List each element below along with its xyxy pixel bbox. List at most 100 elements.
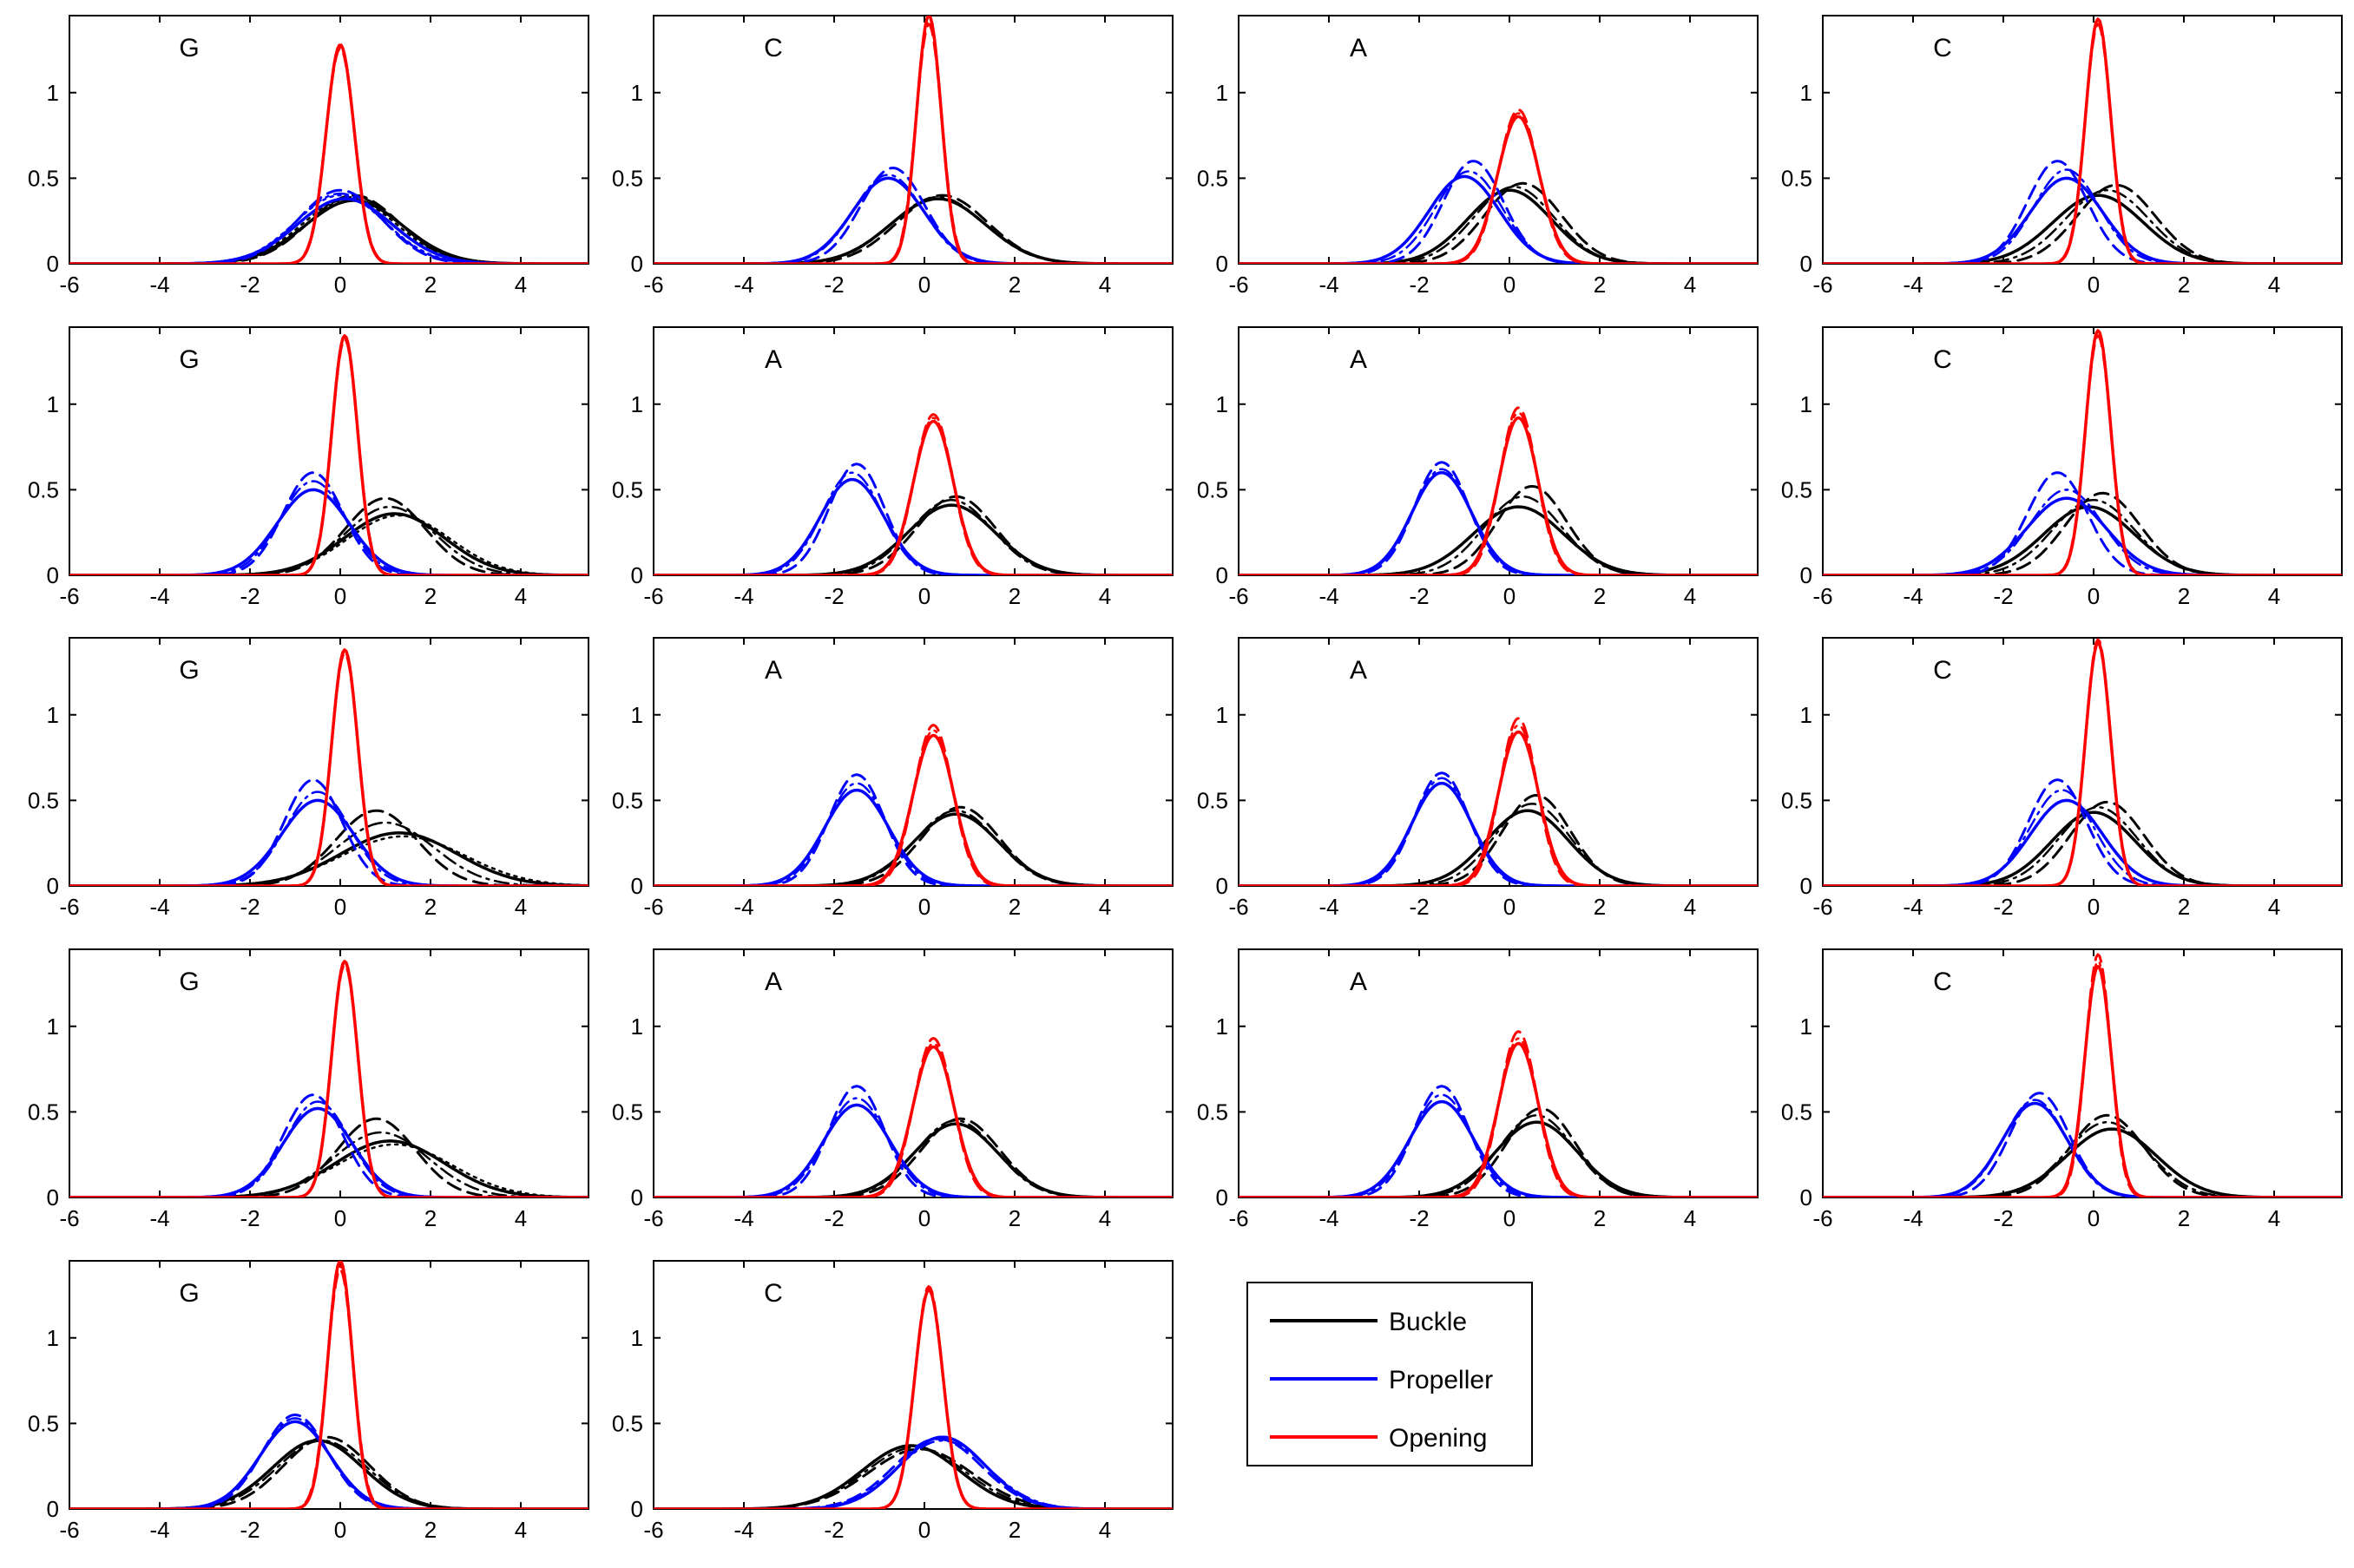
propeller-curve <box>69 192 588 264</box>
opening-curve <box>1823 331 2342 575</box>
x-tick-label: -6 <box>1812 583 1832 609</box>
x-tick-label: -2 <box>1409 583 1429 609</box>
axes-frame <box>1238 15 1759 265</box>
opening-curve <box>1823 19 2342 264</box>
x-tick-label: -4 <box>1318 583 1338 609</box>
legend-label: Propeller <box>1389 1366 1493 1394</box>
x-tick-label: -4 <box>1318 272 1338 298</box>
buckle-curve <box>69 1435 588 1509</box>
buckle-curve <box>1239 181 1758 264</box>
x-tick-label: 4 <box>1099 894 1111 920</box>
panel: -6 -4 -2 0 2 4 0 0.5 1 C <box>612 15 1174 298</box>
legend: Buckle Propeller Opening <box>1246 1282 1533 1466</box>
panel-label: C <box>1933 34 1952 62</box>
propeller-curve <box>69 1106 588 1197</box>
curves <box>1823 17 2342 264</box>
x-tick-label: 0 <box>2088 272 2100 298</box>
x-tick-label: -2 <box>1409 1205 1429 1231</box>
x-tick-label: -4 <box>1318 894 1338 920</box>
y-tick-label: 0 <box>1216 251 1228 277</box>
x-tick-label: -4 <box>1903 272 1923 298</box>
panel-label: G <box>179 34 199 62</box>
x-tick-label: -4 <box>1318 1205 1338 1231</box>
curves <box>1823 329 2342 575</box>
x-tick-label: -4 <box>733 272 753 298</box>
propeller-curve <box>69 480 588 575</box>
legend-label: Buckle <box>1389 1308 1467 1336</box>
y-tick-label: 0.5 <box>28 476 59 502</box>
x-tick-label: 4 <box>515 1517 527 1543</box>
propeller-curve <box>1239 160 1758 264</box>
panel-label: A <box>1350 34 1367 62</box>
propeller-curve <box>1239 1085 1758 1197</box>
x-tick-label: -2 <box>1993 583 2013 609</box>
panel: -6 -4 -2 0 2 4 0 0.5 1 G <box>28 1260 589 1543</box>
opening-curve <box>654 1042 1173 1197</box>
propeller-curve <box>1823 798 2342 886</box>
y-tick-label: 0 <box>47 1184 59 1210</box>
opening-curve <box>654 729 1173 886</box>
x-tick-label: 4 <box>1684 1205 1696 1231</box>
x-tick-label: 0 <box>334 1205 346 1231</box>
panel: -6 -4 -2 0 2 4 0 0.5 1 C <box>1781 326 2343 609</box>
x-tick-label: -6 <box>59 272 79 298</box>
x-tick-label: 2 <box>1594 894 1606 920</box>
propeller-curve <box>654 167 1173 264</box>
x-tick-label: -6 <box>1812 272 1832 298</box>
x-tick-label: -2 <box>240 583 260 609</box>
panel: -6 -4 -2 0 2 4 0 0.5 1 A <box>612 637 1174 920</box>
x-tick-label: -4 <box>733 1205 753 1231</box>
propeller-curve <box>654 773 1173 886</box>
curves <box>654 1037 1173 1197</box>
x-tick-label: -2 <box>1409 894 1429 920</box>
axes-frame <box>1238 326 1759 576</box>
panel: -6 -4 -2 0 2 4 0 0.5 1 G <box>28 326 589 609</box>
x-tick-label: -6 <box>59 1517 79 1543</box>
y-tick-label: 0.5 <box>1197 165 1228 191</box>
propeller-curve <box>1823 471 2342 575</box>
panel: -6 -4 -2 0 2 4 0 0.5 1 C <box>1781 637 2343 920</box>
buckle-curve <box>69 831 588 886</box>
x-tick-label: 4 <box>1684 583 1696 609</box>
y-tick-label: 0.5 <box>1781 476 1812 502</box>
opening-curve <box>654 417 1173 575</box>
curves <box>1823 953 2342 1197</box>
y-tick-label: 0 <box>1800 562 1812 588</box>
y-tick-label: 0.5 <box>1781 1099 1812 1125</box>
x-tick-label: 0 <box>334 894 346 920</box>
x-tick-label: 2 <box>424 1517 437 1543</box>
curves <box>1239 406 1758 575</box>
axes-frame <box>1238 637 1759 887</box>
x-tick-label: -4 <box>149 894 169 920</box>
y-tick-label: 0 <box>631 562 643 588</box>
x-tick-label: -2 <box>240 894 260 920</box>
y-tick-label: 0 <box>1800 873 1812 899</box>
x-tick-label: 4 <box>1684 894 1696 920</box>
x-tick-label: 2 <box>1594 583 1606 609</box>
propeller-curve <box>1823 176 2342 264</box>
buckle-curve <box>69 514 588 575</box>
x-tick-label: -6 <box>1228 1205 1248 1231</box>
panel-label: G <box>179 1279 199 1308</box>
x-tick-label: -2 <box>824 1517 844 1543</box>
y-tick-label: 1 <box>1216 702 1228 728</box>
x-tick-label: 0 <box>918 272 930 298</box>
curves <box>1239 1030 1758 1197</box>
y-tick-label: 0.5 <box>28 1099 59 1125</box>
buckle-curve <box>69 1131 588 1197</box>
x-tick-label: 0 <box>1503 894 1516 920</box>
propeller-curve <box>1823 1092 2342 1197</box>
curves <box>654 1285 1173 1509</box>
x-tick-label: 2 <box>424 583 437 609</box>
buckle-curve <box>69 505 588 575</box>
propeller-curve <box>654 174 1173 264</box>
panel: -6 -4 -2 0 2 4 0 0.5 1 G <box>28 948 589 1231</box>
y-tick-label: 1 <box>47 702 59 728</box>
x-tick-label: -4 <box>149 1205 169 1231</box>
curves <box>69 648 588 886</box>
y-tick-label: 0 <box>631 1496 643 1522</box>
y-tick-label: 0.5 <box>28 165 59 191</box>
x-tick-label: 0 <box>334 1517 346 1543</box>
x-tick-label: 2 <box>2178 894 2190 920</box>
opening-curve <box>1823 960 2342 1197</box>
